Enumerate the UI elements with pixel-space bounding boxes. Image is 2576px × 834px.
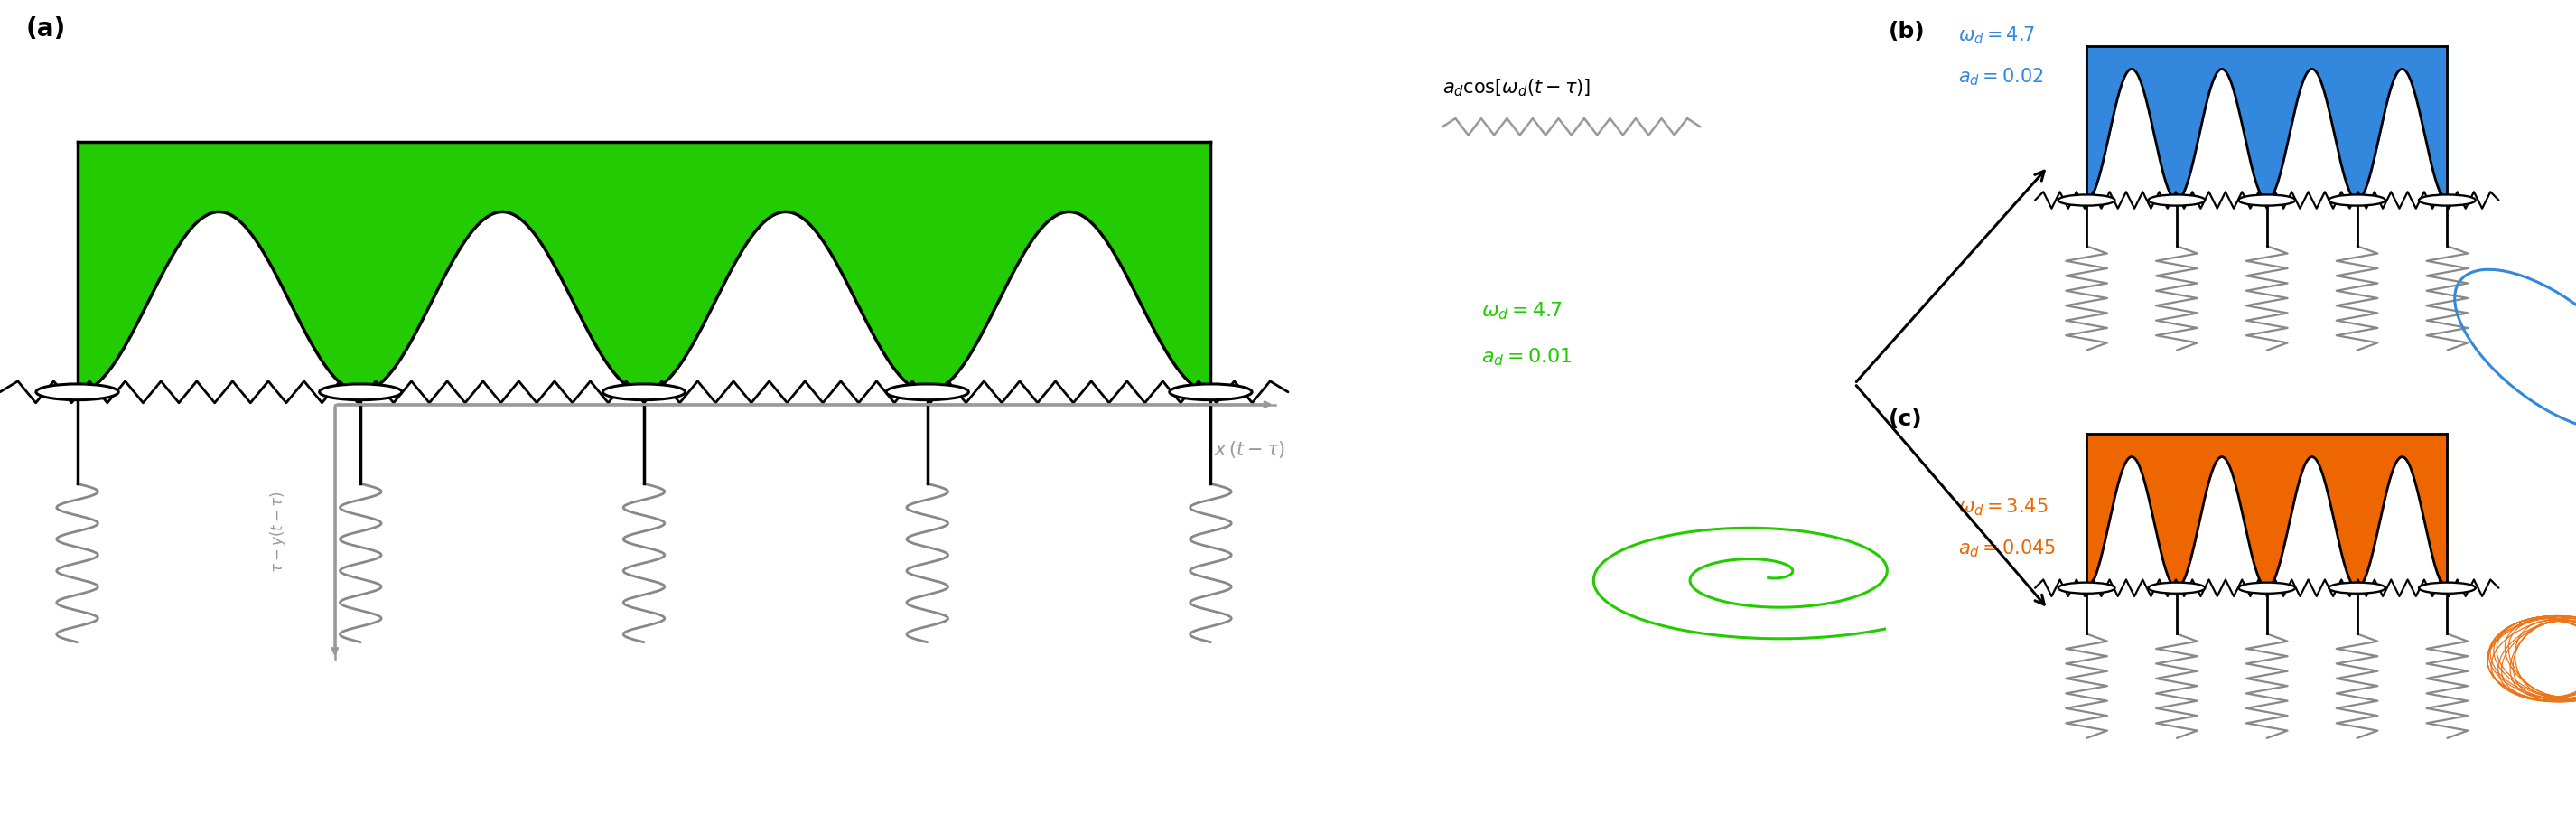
Ellipse shape [2419,582,2476,594]
Ellipse shape [36,384,118,400]
Ellipse shape [2058,582,2115,594]
Ellipse shape [2148,582,2205,594]
Text: $a_d = 0.01$: $a_d = 0.01$ [1481,346,1571,368]
Ellipse shape [2239,582,2295,594]
Ellipse shape [2148,194,2205,206]
Ellipse shape [1170,384,1252,400]
Ellipse shape [886,384,969,400]
Ellipse shape [603,384,685,400]
Text: (c): (c) [1888,409,1922,430]
Ellipse shape [2239,194,2295,206]
Ellipse shape [319,384,402,400]
Text: (b): (b) [1888,21,1924,43]
Text: $\tau - y(t-\tau)$: $\tau - y(t-\tau)$ [268,490,289,573]
Text: $x\,(t-\tau)$: $x\,(t-\tau)$ [1213,440,1285,460]
Ellipse shape [2329,194,2385,206]
Text: $a_d = 0.045$: $a_d = 0.045$ [1958,538,2056,560]
Ellipse shape [2058,194,2115,206]
Text: $a_d = 0.02$: $a_d = 0.02$ [1958,67,2043,88]
Text: $\omega_d = 4.7$: $\omega_d = 4.7$ [1481,300,1564,322]
Text: (a): (a) [26,17,67,42]
Text: $a_d \cos[\omega_d(t-\tau)]$: $a_d \cos[\omega_d(t-\tau)]$ [1443,77,1592,98]
Ellipse shape [2329,582,2385,594]
Ellipse shape [2419,194,2476,206]
Text: $\omega_d = 3.45$: $\omega_d = 3.45$ [1958,496,2048,518]
Text: $\omega_d = 4.7$: $\omega_d = 4.7$ [1958,25,2035,47]
